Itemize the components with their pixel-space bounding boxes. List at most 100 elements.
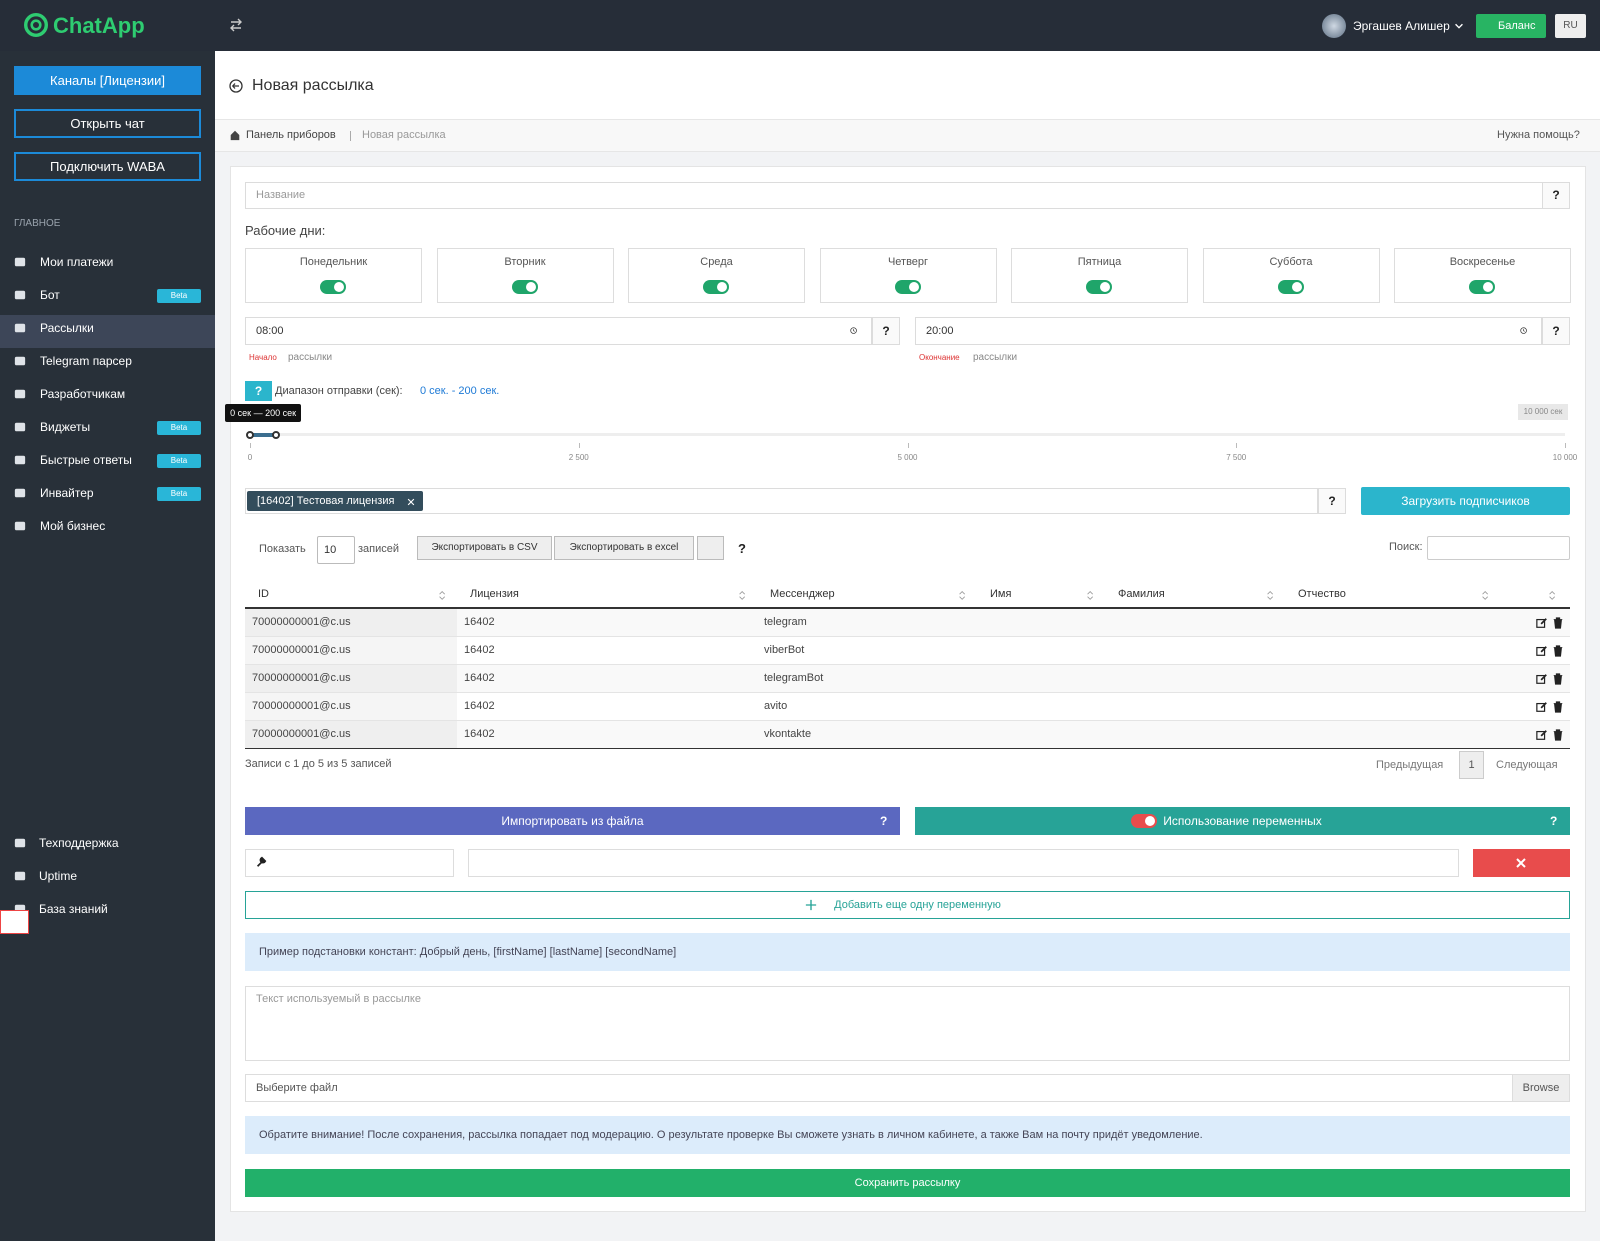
day-label: Среда: [700, 256, 733, 268]
tag-remove: [406, 496, 416, 506]
wrench-icon: [255, 856, 267, 868]
save-button[interactable]: Сохранить рассылку: [245, 1169, 1570, 1197]
day-toggle[interactable]: [703, 280, 729, 294]
day-toggle[interactable]: [320, 280, 346, 294]
table-cell: 70000000001@c.us: [252, 728, 351, 740]
sidebar-button[interactable]: Каналы [Лицензии]: [14, 66, 201, 95]
menu-item[interactable]: Техподдержка: [39, 836, 119, 850]
breadcrumb-bar: [215, 120, 1600, 152]
day-box: [1394, 248, 1571, 303]
add-variable-button[interactable]: Добавить еще одну переменную: [245, 891, 1570, 919]
sort-icon: [1480, 588, 1492, 602]
time-input[interactable]: 08:00: [245, 317, 872, 345]
sidebar-button[interactable]: Подключить WABA: [14, 152, 201, 181]
variable-value-input[interactable]: [468, 849, 1459, 877]
menu-item[interactable]: Рассылки: [40, 321, 94, 335]
search-label: Поиск:: [1389, 541, 1423, 553]
variables-toggle[interactable]: [1131, 814, 1157, 828]
breadcrumb-link[interactable]: Панель приборов: [246, 129, 336, 141]
sidebar-button[interactable]: Открыть чат: [14, 109, 201, 138]
name-input[interactable]: Название: [245, 182, 1543, 209]
menu-item[interactable]: База знаний: [39, 902, 108, 916]
file-input[interactable]: Выберите файл: [245, 1074, 1570, 1102]
user-name[interactable]: Эргашев Алишер: [1353, 19, 1450, 33]
column-header[interactable]: Отчество: [1298, 588, 1346, 600]
menu-icon: [14, 289, 26, 301]
sorted-cell: [245, 693, 457, 720]
edit-icon: [1536, 673, 1548, 685]
time-input[interactable]: 20:00: [915, 317, 1542, 345]
edit-icon: [1536, 701, 1548, 713]
delete-icon: [1552, 701, 1564, 713]
range-value: 0 сек. - 200 сек.: [420, 385, 500, 397]
export-button[interactable]: Экспортировать в excel: [554, 536, 694, 560]
menu-item[interactable]: Мой бизнес: [40, 519, 106, 533]
help-link[interactable]: Нужна помощь?: [1497, 129, 1580, 141]
license-select[interactable]: [245, 488, 1318, 514]
help-button[interactable]: ?: [1542, 317, 1570, 345]
delete-icon: [1552, 673, 1564, 685]
table-cell: 16402: [464, 700, 495, 712]
sort-icon: [437, 588, 449, 602]
lang-button[interactable]: RU: [1555, 14, 1586, 38]
day-toggle[interactable]: [894, 280, 921, 294]
help-button[interactable]: ?: [872, 317, 900, 345]
table-row: [245, 693, 1570, 721]
menu-item[interactable]: Виджеты: [40, 420, 91, 434]
slider-handle[interactable]: [272, 431, 281, 439]
prev-link[interactable]: Предыдущая: [1376, 759, 1444, 771]
import-bar[interactable]: Импортировать из файла: [245, 807, 900, 835]
menu-icon: [14, 322, 26, 334]
sort-icon: [1547, 588, 1559, 602]
menu-icon: [14, 256, 26, 268]
slider-handle[interactable]: [246, 431, 254, 439]
title-bar: [215, 51, 1600, 120]
delete-icon: [1552, 617, 1564, 629]
export-icon-button[interactable]: [697, 536, 724, 560]
license-tag: [16402] Тестовая лицензия: [247, 491, 423, 511]
menu-item[interactable]: Быстрые ответы: [40, 453, 132, 467]
help-button[interactable]: ?: [245, 381, 272, 401]
menu-item[interactable]: Инвайтер: [40, 486, 94, 500]
help-button[interactable]: ?: [1542, 182, 1570, 209]
export-button[interactable]: Экспортировать в CSV: [417, 536, 552, 560]
column-header[interactable]: Лицензия: [470, 588, 519, 600]
balance-button[interactable]: Баланс: [1476, 14, 1546, 38]
variable-key-input[interactable]: [245, 849, 454, 877]
column-header[interactable]: Мессенджер: [770, 588, 835, 600]
page-button[interactable]: 1: [1459, 751, 1484, 779]
table-cell: 70000000001@c.us: [252, 644, 351, 656]
text-area[interactable]: Текст используемый в рассылке: [245, 986, 1570, 1061]
day-toggle[interactable]: [511, 280, 538, 294]
page-size-select[interactable]: 10: [317, 536, 355, 564]
search-input[interactable]: [1427, 536, 1570, 560]
variables-bar[interactable]: Использование переменных: [915, 807, 1570, 835]
time-label: рассылки: [973, 352, 1018, 363]
next-link[interactable]: Следующая: [1496, 759, 1558, 771]
day-toggle[interactable]: [1277, 280, 1304, 294]
upload-button[interactable]: Загрузить подписчиков: [1361, 487, 1570, 515]
show-label: Показать: [259, 543, 306, 555]
table-cell: 70000000001@c.us: [252, 616, 351, 628]
slider-tick: [1236, 443, 1238, 448]
menu-item[interactable]: Бот: [40, 288, 60, 302]
menu-item[interactable]: Uptime: [39, 869, 78, 883]
laravel-badge: [0, 910, 29, 934]
browse-button[interactable]: Browse: [1512, 1074, 1570, 1102]
home-icon: [229, 129, 241, 141]
column-header[interactable]: ID: [258, 588, 269, 600]
help-text: ?: [880, 814, 888, 828]
menu-icon: [14, 388, 26, 400]
menu-icon: [14, 520, 26, 532]
column-header[interactable]: Фамилия: [1118, 588, 1165, 600]
menu-item[interactable]: Разработчикам: [40, 387, 126, 401]
day-toggle[interactable]: [1469, 280, 1495, 294]
help-button[interactable]: ?: [1318, 488, 1346, 514]
day-toggle[interactable]: [1086, 280, 1112, 294]
column-header[interactable]: Имя: [990, 588, 1012, 600]
menu-item[interactable]: Мои платежи: [40, 255, 114, 269]
table-row: [245, 665, 1570, 693]
remove-button[interactable]: [1473, 849, 1570, 877]
menu-item[interactable]: Telegram парсер: [40, 354, 132, 368]
